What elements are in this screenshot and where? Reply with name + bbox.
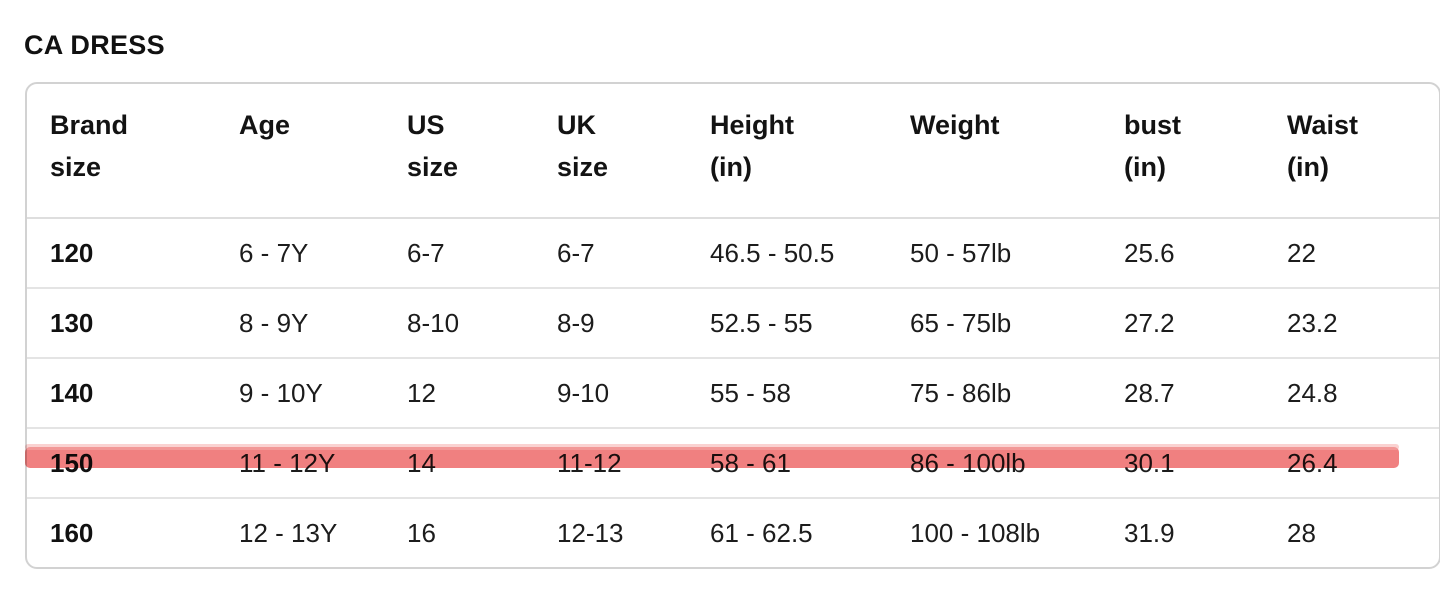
cell-uk-size: 6-7	[534, 219, 687, 289]
header-line: (in)	[1287, 152, 1329, 182]
header-line: size	[407, 152, 459, 182]
cell-waist: 28	[1287, 517, 1316, 548]
cell-us-size: 16	[407, 517, 436, 548]
header-line: (in)	[1124, 152, 1166, 182]
cell-us-size: 14	[384, 429, 534, 499]
cell-waist: 24.8	[1264, 359, 1439, 429]
cell-bust: 28.7	[1101, 359, 1264, 429]
table-header-row: Brand size Age US size UK size Height	[27, 84, 1439, 219]
cell-waist: 22	[1264, 219, 1439, 289]
cell-us-size: 8-10	[384, 289, 534, 359]
cell-us-size: 6-7	[384, 219, 534, 289]
cell-waist: 23.2	[1264, 289, 1439, 359]
cell-uk-size: 8-9	[534, 289, 687, 359]
table-row-size-120: 120 6 - 7Y 6-7 6-7 46.5 - 50.5 50 - 57lb…	[27, 219, 1439, 289]
cell-height: 61 - 62.5	[710, 517, 813, 548]
cell-height: 46.5 - 50.5	[687, 219, 887, 289]
cell-age: 6 - 7Y	[216, 219, 384, 289]
table-row-size-160: 160 12 - 13Y 16 12-13 61 - 62.5 100 - 10…	[27, 499, 1439, 567]
cell-bust: 25.6	[1101, 219, 1264, 289]
cell-uk-size: 9-10	[534, 359, 687, 429]
cell-height: 52.5 - 55	[687, 289, 887, 359]
cell-brand-size: 150	[27, 429, 216, 499]
column-header-waist: Waist (in)	[1264, 84, 1439, 219]
cell-weight: 65 - 75lb	[887, 289, 1101, 359]
column-header-bust: bust (in)	[1101, 84, 1264, 219]
cell-age: 8 - 9Y	[216, 289, 384, 359]
cell-bust: 27.2	[1101, 289, 1264, 359]
column-header-brand-size: Brand size	[27, 84, 216, 219]
table-row-size-150: 150 11 - 12Y 14 11-12 58 - 61 86 - 100lb…	[27, 429, 1439, 499]
cell-waist: 26.4	[1264, 429, 1439, 499]
column-header-age: Age	[216, 84, 384, 219]
column-header-us-size: US size	[384, 84, 534, 219]
header-line: Age	[239, 110, 291, 140]
cell-weight: 86 - 100lb	[887, 429, 1101, 499]
column-header-weight: Weight	[887, 84, 1101, 219]
cell-weight: 50 - 57lb	[887, 219, 1101, 289]
cell-uk-size: 12-13	[557, 517, 624, 548]
cell-bust: 31.9	[1124, 517, 1175, 548]
cell-weight: 100 - 108lb	[910, 517, 1041, 548]
cell-brand-size: 160	[50, 517, 94, 548]
cell-age: 11 - 12Y	[216, 429, 384, 499]
cell-height: 55 - 58	[687, 359, 887, 429]
header-line: Weight	[910, 110, 1000, 140]
header-line: US	[407, 110, 445, 140]
header-line: Height	[710, 110, 794, 140]
table-row-size-140: 140 9 - 10Y 12 9-10 55 - 58 75 - 86lb 28…	[27, 359, 1439, 429]
header-line: (in)	[710, 152, 752, 182]
cell-age: 9 - 10Y	[216, 359, 384, 429]
table-row-size-130: 130 8 - 9Y 8-10 8-9 52.5 - 55 65 - 75lb …	[27, 289, 1439, 359]
header-line: size	[557, 152, 609, 182]
cell-brand-size: 130	[27, 289, 216, 359]
header-line: Brand	[50, 110, 129, 140]
header-line: size	[50, 152, 102, 182]
column-header-height: Height (in)	[687, 84, 887, 219]
cell-weight: 75 - 86lb	[887, 359, 1101, 429]
header-line: UK	[557, 110, 596, 140]
cell-height: 58 - 61	[687, 429, 887, 499]
cell-brand-size: 120	[27, 219, 216, 289]
cell-us-size: 12	[384, 359, 534, 429]
cell-brand-size: 140	[27, 359, 216, 429]
size-chart-table: Brand size Age US size UK size Height	[25, 82, 1440, 569]
cell-age: 12 - 13Y	[239, 517, 338, 548]
header-line: Waist	[1287, 110, 1359, 140]
column-header-uk-size: UK size	[534, 84, 687, 219]
cell-bust: 30.1	[1101, 429, 1264, 499]
page-title: CA DRESS	[24, 30, 165, 61]
cell-uk-size: 11-12	[534, 429, 687, 499]
header-line: bust	[1124, 110, 1181, 140]
